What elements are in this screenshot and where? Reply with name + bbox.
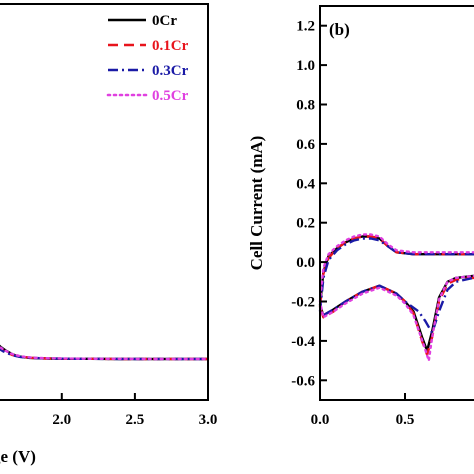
right-x-ticks: 0.0 0.5: [311, 393, 415, 428]
right-y-ticks: -0.6 -0.4 -0.2 0.0 0.2 0.4 0.6 0.8 1.0 1.2: [291, 19, 327, 389]
left-x-tick-label: 3.0: [199, 412, 218, 428]
right-y-tick-label: 1.0: [296, 58, 315, 74]
right-series-line-2: [318, 237, 474, 335]
panel-label-b: (b): [329, 20, 350, 39]
left-series-line-3: [0, 345, 210, 361]
legend-label: 0.1Cr: [152, 38, 189, 54]
legend-label: 0.5Cr: [152, 88, 189, 104]
left-axes-frame: [0, 3, 209, 401]
right-panel: -0.6 -0.4 -0.2 0.0 0.2 0.4 0.6 0.8 1.0 1.2 0.0 0.5…: [247, 5, 474, 428]
left-x-ticks: 2.0 2.5 3.0: [52, 393, 217, 428]
right-series-line-3: [318, 233, 474, 362]
right-x-tick-label: 0.5: [396, 412, 415, 428]
legend: 0Cr 0.1Cr 0.3Cr 0.5Cr: [106, 13, 189, 104]
right-y-tick-label: -0.6: [291, 373, 315, 389]
right-y-axis-title: Cell Current (mA): [247, 136, 266, 271]
right-y-tick-label: 0.4: [296, 176, 315, 192]
left-x-axis-title: ge (V): [0, 447, 36, 466]
right-y-tick-label: 0.6: [296, 137, 315, 153]
right-series-line-1: [318, 235, 474, 356]
right-y-tick-label: -0.4: [291, 334, 315, 350]
right-y-tick-label: -0.2: [291, 295, 315, 311]
right-y-tick-label: 1.2: [296, 19, 315, 35]
right-y-tick-label: 0.2: [296, 216, 315, 232]
left-x-tick-label: 2.0: [52, 412, 71, 428]
left-panel: 2.0 2.5 3.0 ge (V) 0Cr 0.1Cr 0.3Cr 0.5Cr: [0, 3, 217, 466]
right-y-tick-label: 0.8: [296, 98, 315, 114]
right-y-tick-label: 0.0: [296, 255, 315, 271]
left-plot-area: [0, 344, 210, 361]
legend-label: 0Cr: [152, 13, 177, 29]
right-x-tick-label: 0.0: [311, 412, 330, 428]
right-plot-area: [318, 233, 474, 362]
legend-label: 0.3Cr: [152, 63, 189, 79]
left-x-tick-label: 2.5: [126, 412, 145, 428]
